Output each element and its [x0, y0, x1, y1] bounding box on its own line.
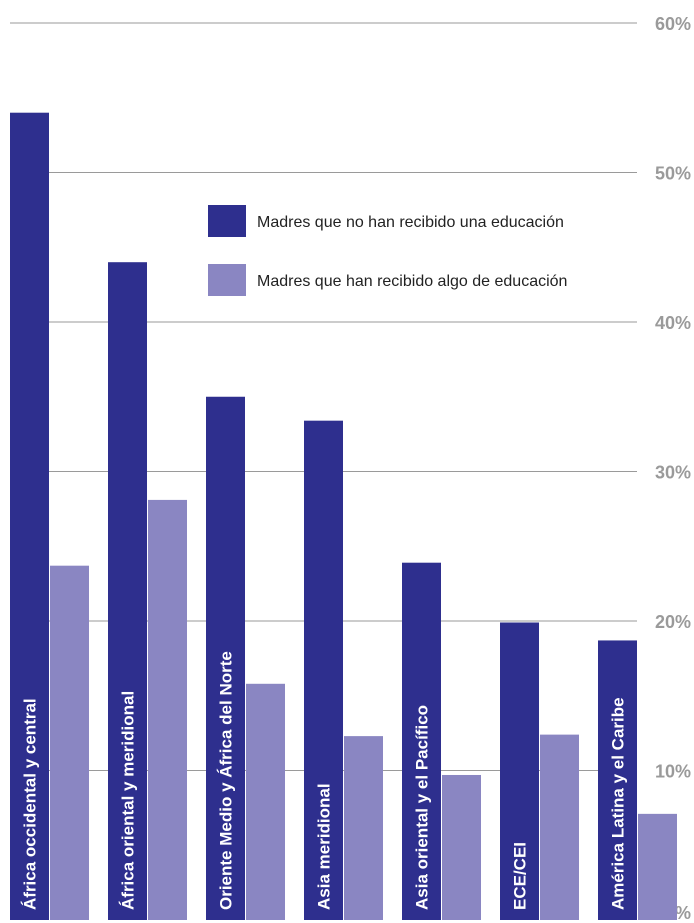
bar-some-education [442, 774, 481, 920]
bar-no-education [108, 262, 147, 920]
category-label: ECE/CEI [511, 842, 530, 910]
y-tick-label: 50% [655, 164, 691, 184]
legend-swatch [208, 264, 246, 296]
bar-some-education [50, 565, 89, 920]
y-tick-label: 30% [655, 463, 691, 483]
bars [10, 112, 677, 920]
bar-some-education [344, 736, 383, 920]
legend-label: Madres que no han recibido una educación [257, 214, 564, 231]
category-label: África oriental y meridional [119, 691, 138, 910]
y-tick-label: 60% [655, 14, 691, 34]
legend-swatch [208, 205, 246, 237]
bar-some-education [638, 813, 677, 920]
bar-no-education [500, 622, 539, 920]
bar-no-education [206, 396, 245, 920]
category-label: África occidental y central [21, 698, 40, 910]
bar-no-education [598, 640, 637, 920]
category-label: Asia oriental y el Pacífico [413, 705, 432, 910]
y-tick-label: 20% [655, 612, 691, 632]
bar-no-education [10, 112, 49, 920]
bar-some-education [246, 683, 285, 920]
bar-no-education [402, 562, 441, 920]
category-label: Asia meridional [315, 783, 334, 910]
bar-some-education [148, 499, 187, 920]
bar-some-education [540, 734, 579, 920]
y-tick-label: 40% [655, 313, 691, 333]
y-tick-label: 10% [655, 762, 691, 782]
bar-no-education [304, 420, 343, 920]
category-label: Oriente Medio y África del Norte [217, 651, 236, 910]
category-label: América Latina y el Caribe [609, 697, 628, 910]
legend-label: Madres que han recibido algo de educació… [257, 273, 567, 290]
legend: Madres que no han recibido una educación… [208, 205, 567, 296]
